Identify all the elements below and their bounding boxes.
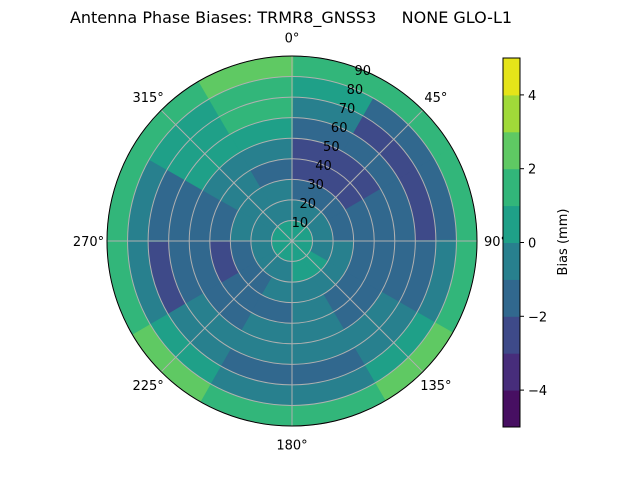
r-tick-label: 70 <box>339 102 356 117</box>
colorbar-band <box>503 353 520 391</box>
colorbar-band <box>503 390 520 428</box>
polar-frame <box>106 55 478 427</box>
polar-grid <box>106 55 478 427</box>
colorbar-label: Bias (mm) <box>556 209 571 276</box>
theta-tick-label: 225° <box>132 379 163 394</box>
colorbar-tick-label: 2 <box>528 163 536 178</box>
colorbar-band <box>503 58 520 96</box>
colorbar-band <box>503 94 520 133</box>
theta-gridline <box>160 240 293 373</box>
colorbar-band <box>503 131 520 170</box>
colorbar-tick-label: 0 <box>528 237 536 252</box>
r-tick-labels: 10 20 30 40 50 60 70 80 90 <box>292 64 371 231</box>
theta-tick-label: 90° <box>484 235 507 250</box>
theta-tick-labels: 0° 45° 90° 135° 180° 225° 270° 315° <box>73 32 507 454</box>
theta-gridline <box>291 240 424 373</box>
theta-gridline <box>160 109 293 242</box>
theta-tick-label: 0° <box>285 32 300 47</box>
colorbar-band <box>503 279 520 317</box>
colorbar-band <box>503 316 520 354</box>
colorbar-tick-label: −4 <box>528 384 547 399</box>
theta-tick-label: 180° <box>276 439 307 454</box>
r-tick-label: 10 <box>292 216 309 231</box>
theta-tick-label: 45° <box>424 91 447 106</box>
r-tick-label: 50 <box>323 140 340 155</box>
colorbar-band <box>503 205 520 243</box>
colorbar-band <box>503 168 520 207</box>
r-tick-label: 40 <box>315 159 332 174</box>
chart-title: Antenna Phase Biases: TRMR8_GNSS3 NONE G… <box>70 8 512 28</box>
r-tick-label: 20 <box>299 197 316 212</box>
colorbar-tick-label: 4 <box>528 89 536 104</box>
colorbar-tick-label: −2 <box>528 310 547 325</box>
r-tick-label: 30 <box>307 178 324 193</box>
colorbar-band <box>503 242 520 280</box>
theta-gridline <box>291 109 424 242</box>
r-tick-label: 60 <box>331 121 348 136</box>
theta-tick-label: 270° <box>73 235 104 250</box>
theta-tick-label: 135° <box>420 379 451 394</box>
r-tick-label: 90 <box>355 64 372 79</box>
r-tick-label: 80 <box>347 83 364 98</box>
theta-tick-label: 315° <box>132 91 163 106</box>
colorbar: −4 −2 0 2 4 <box>502 57 547 428</box>
